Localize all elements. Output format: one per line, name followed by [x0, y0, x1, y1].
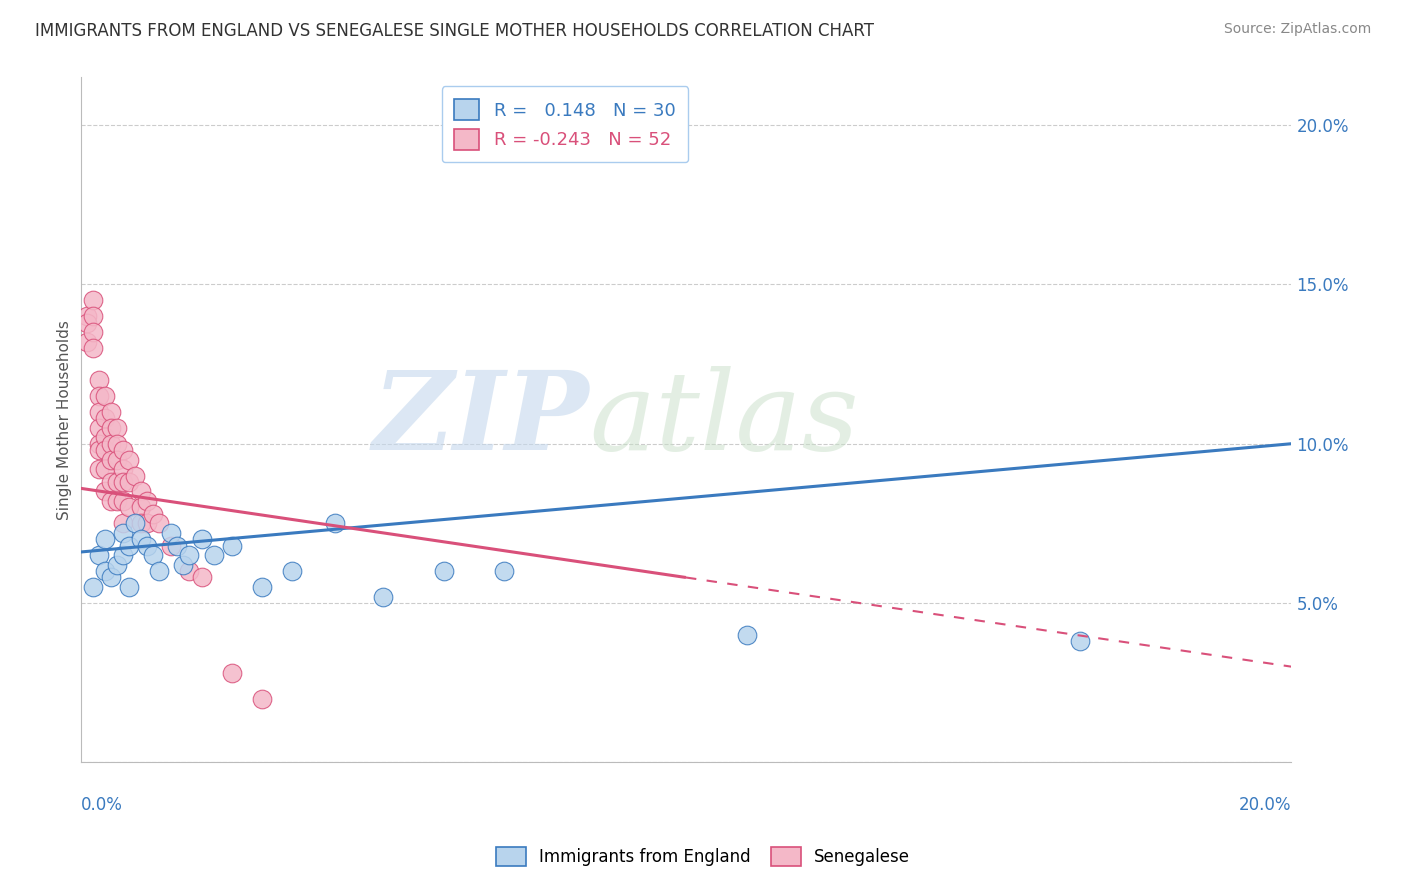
Point [93, 484, 115, 499]
Point [281, 564, 304, 578]
Point [735, 628, 758, 642]
Point [87, 405, 110, 419]
Point [373, 590, 395, 604]
Point [76, 316, 98, 330]
Point [250, 691, 273, 706]
Point [124, 516, 146, 531]
Y-axis label: Single Mother Households: Single Mother Households [58, 320, 72, 520]
Point [136, 494, 159, 508]
Point [202, 548, 225, 562]
Point [105, 436, 128, 450]
Point [93, 443, 115, 458]
Point [100, 436, 122, 450]
Point [100, 475, 122, 489]
Point [87, 421, 110, 435]
Point [93, 564, 115, 578]
Text: Source: ZipAtlas.com: Source: ZipAtlas.com [1223, 22, 1371, 37]
Text: atlas: atlas [589, 366, 859, 474]
Point [111, 525, 134, 540]
Point [87, 462, 110, 476]
Legend: R =   0.148   N = 30, R = -0.243   N = 52: R = 0.148 N = 30, R = -0.243 N = 52 [441, 87, 689, 162]
Point [166, 539, 188, 553]
Point [160, 525, 183, 540]
Point [93, 462, 115, 476]
Point [87, 436, 110, 450]
Point [118, 475, 141, 489]
Text: 20.0%: 20.0% [1239, 797, 1292, 814]
Point [124, 468, 146, 483]
Point [129, 533, 152, 547]
Legend: Immigrants from England, Senegalese: Immigrants from England, Senegalese [489, 840, 917, 873]
Point [160, 539, 183, 553]
Point [105, 421, 128, 435]
Point [100, 405, 122, 419]
Point [100, 421, 122, 435]
Point [105, 475, 128, 489]
Point [105, 558, 128, 572]
Point [111, 443, 134, 458]
Point [190, 533, 212, 547]
Point [93, 430, 115, 444]
Point [118, 539, 141, 553]
Point [433, 564, 456, 578]
Point [82, 580, 104, 594]
Point [323, 516, 346, 531]
Point [105, 494, 128, 508]
Point [87, 443, 110, 458]
Point [100, 494, 122, 508]
Point [82, 341, 104, 355]
Point [142, 548, 165, 562]
Point [82, 310, 104, 324]
Text: ZIP: ZIP [373, 366, 589, 474]
Point [76, 334, 98, 349]
Point [1069, 634, 1091, 648]
Point [494, 564, 516, 578]
Point [148, 516, 170, 531]
Point [179, 548, 201, 562]
Point [190, 570, 212, 584]
Point [111, 516, 134, 531]
Point [111, 475, 134, 489]
Point [105, 452, 128, 467]
Point [118, 500, 141, 515]
Point [136, 539, 159, 553]
Point [142, 507, 165, 521]
Point [76, 310, 98, 324]
Point [111, 548, 134, 562]
Point [93, 533, 115, 547]
Point [221, 539, 243, 553]
Point [93, 389, 115, 403]
Point [136, 516, 159, 531]
Point [111, 462, 134, 476]
Point [172, 558, 194, 572]
Point [87, 548, 110, 562]
Point [111, 494, 134, 508]
Point [93, 411, 115, 425]
Point [87, 389, 110, 403]
Point [118, 452, 141, 467]
Point [221, 666, 243, 681]
Point [87, 373, 110, 387]
Point [129, 484, 152, 499]
Point [179, 564, 201, 578]
Point [129, 500, 152, 515]
Text: 0.0%: 0.0% [80, 797, 122, 814]
Point [100, 570, 122, 584]
Text: IMMIGRANTS FROM ENGLAND VS SENEGALESE SINGLE MOTHER HOUSEHOLDS CORRELATION CHART: IMMIGRANTS FROM ENGLAND VS SENEGALESE SI… [35, 22, 875, 40]
Point [82, 293, 104, 308]
Point [82, 325, 104, 339]
Point [100, 452, 122, 467]
Point [118, 580, 141, 594]
Point [129, 516, 152, 531]
Point [148, 564, 170, 578]
Point [250, 580, 273, 594]
